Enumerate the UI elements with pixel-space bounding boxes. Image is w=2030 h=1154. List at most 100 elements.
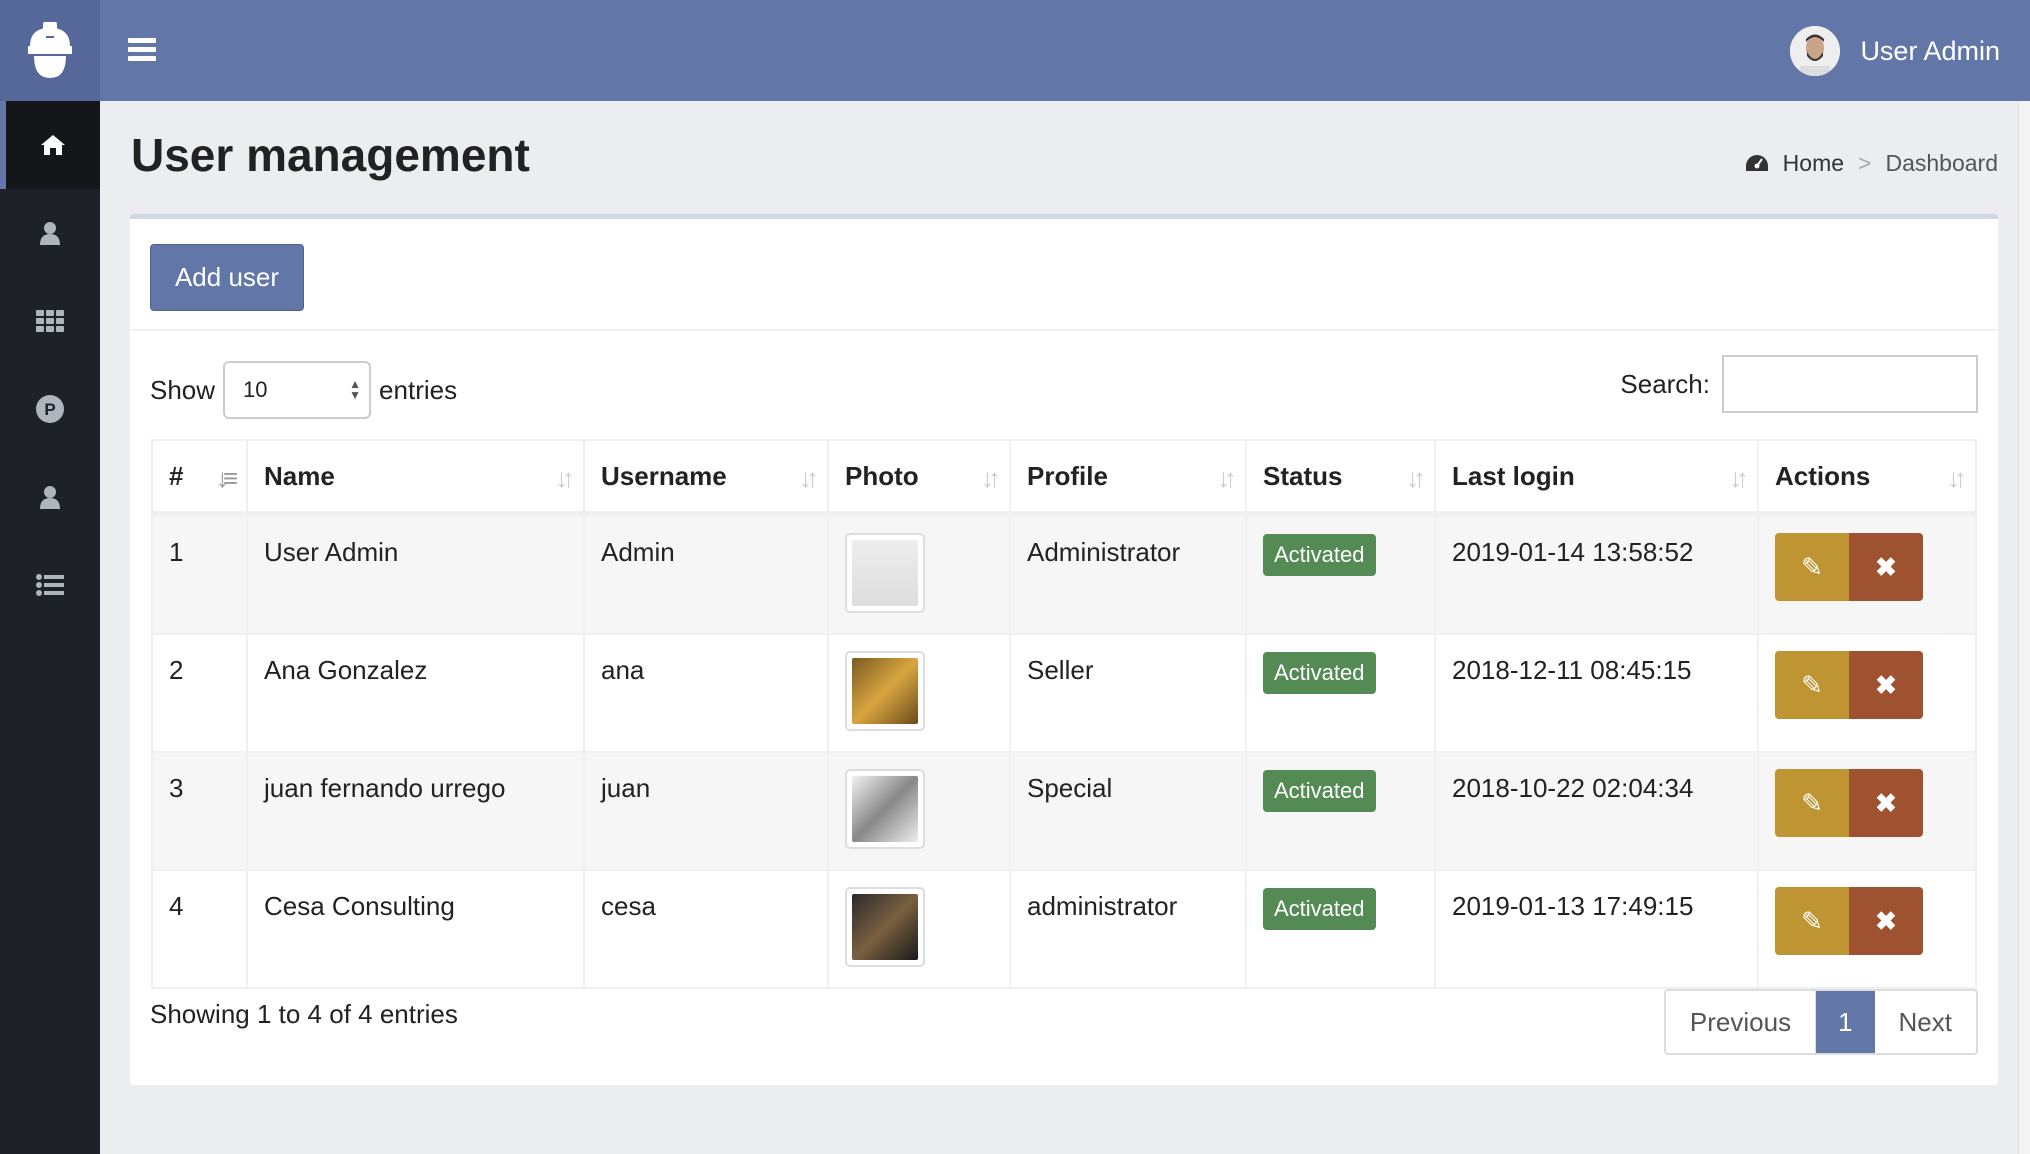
edit-user-button[interactable]: ✎ xyxy=(1775,533,1849,601)
pencil-icon: ✎ xyxy=(1801,905,1823,936)
sidebar-item-home[interactable] xyxy=(0,101,100,189)
close-icon: ✖ xyxy=(1875,905,1897,936)
previous-page-button[interactable]: Previous xyxy=(1666,991,1817,1053)
status-badge[interactable]: Activated xyxy=(1263,888,1376,930)
menu-toggle-icon[interactable] xyxy=(128,38,156,62)
sidebar-item-grid[interactable] xyxy=(0,277,100,365)
table-row: 1 User Admin Admin Administrator Activat… xyxy=(151,513,1977,635)
close-icon: ✖ xyxy=(1875,787,1897,818)
column-header-photo[interactable]: Photo ↓↑ xyxy=(827,439,1011,517)
page-1-button[interactable]: 1 xyxy=(1816,991,1875,1053)
cell-number: 2 xyxy=(151,633,248,753)
cell-profile: Special xyxy=(1009,751,1247,871)
next-page-button[interactable]: Next xyxy=(1898,1006,1952,1037)
delete-user-button[interactable]: ✖ xyxy=(1849,887,1923,955)
cell-photo xyxy=(827,513,1011,635)
cell-actions: ✎ ✖ xyxy=(1757,869,1977,989)
close-icon: ✖ xyxy=(1875,551,1897,582)
delete-user-button[interactable]: ✖ xyxy=(1849,769,1923,837)
cell-number: 1 xyxy=(151,513,248,635)
sort-icon: ↓↑ xyxy=(1947,463,1967,493)
user-photo[interactable] xyxy=(845,887,925,967)
column-header-username[interactable]: Username ↓↑ xyxy=(583,439,829,517)
cell-username: ana xyxy=(583,633,829,753)
hardhat-logo-icon xyxy=(28,21,72,78)
breadcrumb: Home > Dashboard xyxy=(1745,150,1998,177)
user-photo[interactable] xyxy=(845,533,925,613)
cell-photo xyxy=(827,751,1011,871)
cell-actions: ✎ ✖ xyxy=(1757,513,1977,635)
entries-length-control: Show 10 ▲ ▼ entries xyxy=(150,361,457,419)
cell-last-login: 2018-10-22 02:04:34 xyxy=(1434,751,1759,871)
user-photo[interactable] xyxy=(845,769,925,849)
edit-user-button[interactable]: ✎ xyxy=(1775,651,1849,719)
cell-status: Activated xyxy=(1245,751,1436,871)
column-header-number[interactable]: # ↓≡ xyxy=(151,439,248,517)
sidebar-item-p[interactable]: P xyxy=(0,365,100,453)
search-control: Search: xyxy=(1620,355,1978,413)
home-icon xyxy=(41,135,65,155)
column-header-profile[interactable]: Profile ↓↑ xyxy=(1009,439,1247,517)
cell-actions: ✎ ✖ xyxy=(1757,633,1977,753)
user-name: User Admin xyxy=(1860,35,2000,66)
edit-user-button[interactable]: ✎ xyxy=(1775,887,1849,955)
breadcrumb-home[interactable]: Home xyxy=(1782,150,1845,176)
cell-name: Ana Gonzalez xyxy=(246,633,585,753)
user-icon xyxy=(40,486,60,509)
table-info: Showing 1 to 4 of 4 entries xyxy=(150,999,458,1029)
dashboard-icon xyxy=(1745,154,1768,171)
add-user-button[interactable]: Add user xyxy=(150,244,304,311)
edit-user-button[interactable]: ✎ xyxy=(1775,769,1849,837)
column-header-name[interactable]: Name ↓↑ xyxy=(246,439,585,517)
list-icon xyxy=(36,574,64,596)
user-menu[interactable]: User Admin xyxy=(1790,26,2000,76)
column-header-last-login[interactable]: Last login ↓↑ xyxy=(1434,439,1759,517)
show-label: Show xyxy=(150,374,216,405)
sort-icon: ↓↑ xyxy=(1217,463,1237,493)
svg-text:P: P xyxy=(44,400,55,419)
cell-status: Activated xyxy=(1245,869,1436,989)
entries-value: 10 xyxy=(243,377,268,402)
sidebar-item-profile[interactable] xyxy=(0,453,100,541)
status-badge[interactable]: Activated xyxy=(1263,652,1376,694)
search-label: Search: xyxy=(1620,368,1710,399)
close-icon: ✖ xyxy=(1875,669,1897,700)
user-photo[interactable] xyxy=(845,651,925,731)
sort-icon: ↓↑ xyxy=(1406,463,1426,493)
sidebar-item-list[interactable] xyxy=(0,541,100,629)
pencil-icon: ✎ xyxy=(1801,669,1823,700)
cell-photo xyxy=(827,869,1011,989)
status-badge[interactable]: Activated xyxy=(1263,770,1376,812)
cell-number: 3 xyxy=(151,751,248,871)
delete-user-button[interactable]: ✖ xyxy=(1849,651,1923,719)
delete-user-button[interactable]: ✖ xyxy=(1849,533,1923,601)
cell-last-login: 2019-01-14 13:58:52 xyxy=(1434,513,1759,635)
updown-arrows-icon: ▲ ▼ xyxy=(349,377,362,402)
top-navbar: User Admin xyxy=(0,0,2030,101)
cell-profile: administrator xyxy=(1009,869,1247,989)
sort-icon: ↓↑ xyxy=(981,463,1001,493)
column-header-status[interactable]: Status ↓↑ xyxy=(1245,439,1436,517)
pagination: Previous 1 Next xyxy=(1663,989,1978,1055)
grid-icon xyxy=(36,310,64,332)
sidebar-item-users[interactable] xyxy=(0,189,100,277)
sort-asc-icon: ↓≡ xyxy=(215,463,238,493)
table-row: 4 Cesa Consulting cesa administrator Act… xyxy=(151,869,1977,989)
column-header-actions[interactable]: Actions ↓↑ xyxy=(1757,439,1977,517)
cell-username: Admin xyxy=(583,513,829,635)
cell-name: juan fernando urrego xyxy=(246,751,585,871)
cell-status: Activated xyxy=(1245,633,1436,753)
status-badge[interactable]: Activated xyxy=(1263,534,1376,576)
search-input[interactable] xyxy=(1722,355,1978,413)
entries-select[interactable]: 10 ▲ ▼ xyxy=(223,361,372,419)
logo[interactable] xyxy=(0,0,100,101)
cell-last-login: 2018-12-11 08:45:15 xyxy=(1434,633,1759,753)
sort-icon: ↓↑ xyxy=(799,463,819,493)
scrollbar[interactable] xyxy=(2018,101,2030,1154)
cell-status: Activated xyxy=(1245,513,1436,635)
user-icon xyxy=(40,222,60,245)
entries-label: entries xyxy=(379,374,458,405)
cell-number: 4 xyxy=(151,869,248,989)
breadcrumb-separator: > xyxy=(1858,150,1872,176)
cell-profile: Seller xyxy=(1009,633,1247,753)
